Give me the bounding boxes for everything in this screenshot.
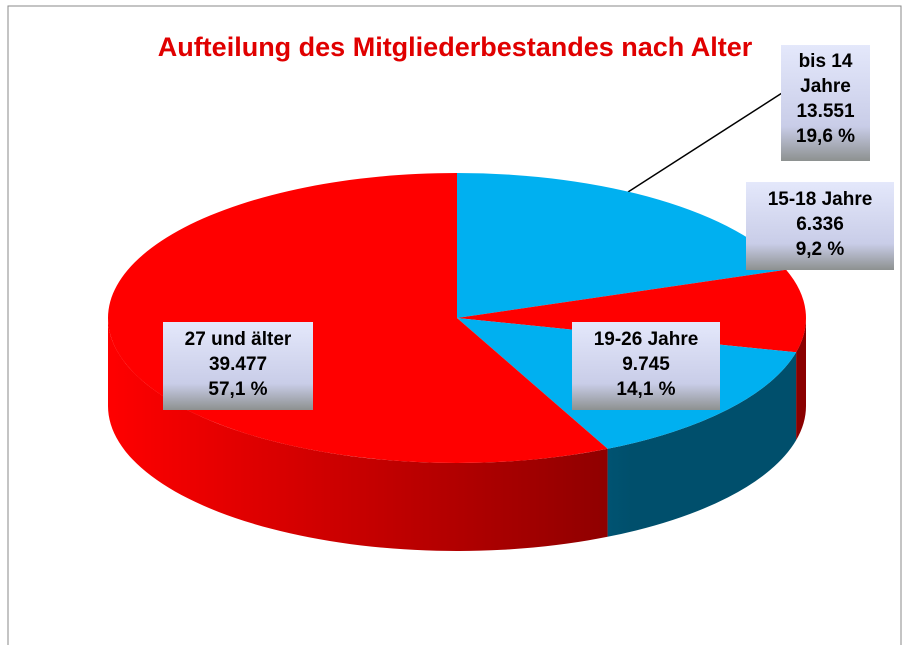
- data-label: bis 14 Jahre 13.551 19,6 %: [781, 45, 870, 161]
- label-line: 19-26 Jahre: [593, 329, 699, 350]
- slice: [457, 173, 787, 318]
- slice-side: [108, 318, 608, 552]
- label-line: 27 und älter: [184, 329, 292, 350]
- data-label: 15-18 Jahre 6.336 9,2 %: [746, 182, 894, 270]
- label-line: bis 14 Jahre: [798, 51, 853, 97]
- leader-line: [627, 92, 783, 193]
- label-line: 19,6 %: [795, 126, 856, 147]
- data-label: 27 und älter 39.477 57,1 %: [163, 322, 313, 410]
- label-line: 39.477: [208, 354, 268, 375]
- label-line: 9.745: [622, 354, 670, 375]
- slice-side: [796, 318, 806, 441]
- label-line: 9,2 %: [795, 239, 845, 260]
- data-label: 19-26 Jahre 9.745 14,1 %: [572, 322, 720, 410]
- label-line: 14,1 %: [616, 379, 676, 400]
- label-line: 13.551: [796, 101, 855, 122]
- label-line: 57,1 %: [208, 379, 268, 400]
- chart-title: Aufteilung des Mitgliederbestandes nach …: [157, 32, 753, 62]
- slice-side: [607, 352, 797, 537]
- chart-frame: [7, 5, 902, 645]
- label-line: 6.336: [796, 214, 844, 235]
- label-line: 15-18 Jahre: [767, 189, 873, 210]
